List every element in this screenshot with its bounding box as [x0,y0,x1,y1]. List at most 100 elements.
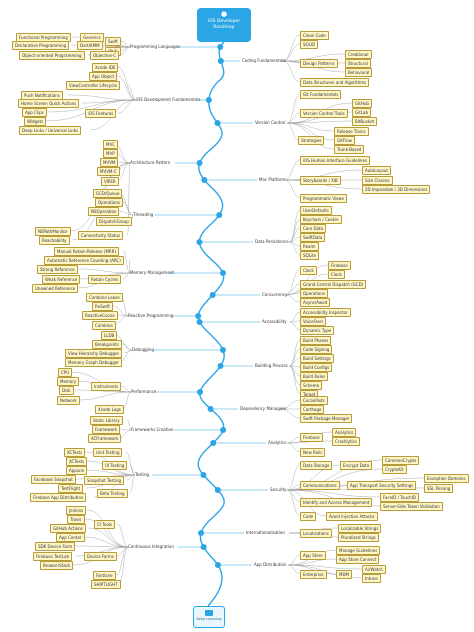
leaf-box[interactable]: RxSwift [92,302,113,311]
leaf-box[interactable]: Connectivity Status [78,231,124,240]
leaf-box[interactable]: MVC [103,140,118,149]
leaf-box[interactable]: CommonCrypto [382,456,420,465]
topic-frameworks[interactable]: Frameworks Creation [131,427,174,432]
topic-threading[interactable]: Threading [133,212,154,217]
leaf-box[interactable]: BrowserStack [40,561,74,570]
leaf-box[interactable]: ReactiveCocoa [82,311,118,320]
leaf-box[interactable]: iOS Human Interface Guidelines [300,156,370,165]
leaf-box[interactable]: GitFlow [334,136,355,145]
leaf-box[interactable]: MVVM [100,158,119,167]
leaf-box[interactable]: CPU [58,368,73,377]
topic-performance[interactable]: Performance [131,389,157,394]
leaf-box[interactable]: LLDB [101,331,118,340]
spine-node-version-control[interactable] [214,119,221,126]
leaf-box[interactable]: AutoLayout [362,166,391,175]
topic-concurrency[interactable]: Concurrency [262,292,288,297]
leaf-box[interactable]: Objective-C [90,51,120,60]
leaf-box[interactable]: Creational [345,50,372,59]
leaf-box[interactable]: Code [300,512,317,521]
spine-node-coding-fund[interactable] [217,57,224,64]
leaf-box[interactable]: Reachability [39,236,70,245]
leaf-box[interactable]: Deep Links / Universal Links [19,126,82,135]
spine-node-mac-platform[interactable] [201,176,208,183]
leaf-box[interactable]: Build Phases [300,336,332,345]
leaf-box[interactable]: SDK Device Farm [35,542,76,551]
leaf-box[interactable]: Unit Testing [93,448,123,457]
leaf-box[interactable]: Instruments [91,382,122,391]
leaf-box[interactable]: Clock [328,270,345,279]
topic-mac-platform[interactable]: Mac Platform [259,177,286,182]
spine-node-ci[interactable] [200,543,207,550]
leaf-box[interactable]: Firebase [328,261,351,270]
leaf-box[interactable]: Weak Reference [42,275,81,284]
leaf-box[interactable]: Firebase TestLab [33,552,73,561]
leaf-box[interactable]: Manage Guidelines [336,546,381,555]
leaf-box[interactable]: Memory [57,377,80,386]
leaf-box[interactable]: Storyboards / XIB [300,176,341,185]
leaf-box[interactable]: iOS Features [85,109,117,118]
leaf-box[interactable]: Pluralized Strings [338,533,379,542]
leaf-box[interactable]: Async/Await [300,298,331,307]
leaf-box[interactable]: Widgets [24,117,47,126]
spine-node-data-persistence[interactable] [196,238,203,245]
leaf-box[interactable]: Exception Domains [424,474,469,483]
leaf-box[interactable]: Dynamic Type [300,326,335,335]
leaf-box[interactable]: Code Signing [300,345,333,354]
spine-node-performance[interactable] [197,388,204,395]
leaf-box[interactable]: Travis [67,515,85,524]
leaf-box[interactable]: CryptoKit [382,465,407,474]
leaf-box[interactable]: Encrypt Data [340,461,373,470]
leaf-box[interactable]: Device Farms [84,552,117,561]
leaf-box[interactable]: Static Library [90,416,123,425]
leaf-box[interactable]: Version Control Tools [300,109,348,118]
leaf-box[interactable]: Carthage [300,405,325,414]
spine-node-app-dist[interactable] [214,561,221,568]
leaf-box[interactable]: Beta Testing [97,489,128,498]
leaf-box[interactable]: Combine Lease [86,293,123,302]
leaf-box[interactable]: MVVM-C [97,167,120,176]
leaf-box[interactable]: Operations [95,198,123,207]
topic-build-process[interactable]: Building Process [255,363,288,368]
topic-reactive[interactable]: Reactive Programming [128,313,174,318]
topic-coding-fund[interactable]: Coding Fundamentals [242,58,286,63]
leaf-box[interactable]: New Relic [300,448,326,457]
leaf-box[interactable]: Trunk-Based [334,145,365,154]
spine-node-threading[interactable] [216,211,223,218]
leaf-box[interactable]: Dart/KMM [77,41,103,50]
leaf-box[interactable]: Localizations [300,529,332,538]
leaf-box[interactable]: Breakpoints [92,340,122,349]
leaf-box[interactable]: Design Patterns [300,59,338,68]
leaf-box[interactable]: XCTests [64,448,86,457]
leaf-box[interactable]: Snapshot Testing [84,476,125,485]
leaf-box[interactable]: FaceID / TouchID [380,493,419,502]
leaf-box[interactable]: Analytics [332,428,357,437]
spine-node-dependency[interactable] [207,405,214,412]
spine-node-accessibility[interactable] [196,318,203,325]
leaf-box[interactable]: Operations [300,289,328,298]
topic-data-persistence[interactable]: Data Persistence [255,239,289,244]
leaf-box[interactable]: VoiceOver [300,317,327,326]
leaf-box[interactable]: Facebook Snapshot [31,475,76,484]
leaf-box[interactable]: NSPathMonitor [35,227,71,236]
leaf-box[interactable]: GitLab [352,108,371,117]
spine-node-analytics[interactable] [210,439,217,446]
leaf-box[interactable]: App Transport Security Settings [347,481,417,490]
leaf-box[interactable]: Enterprise [300,570,327,579]
leaf-box[interactable]: Appium [66,466,88,475]
leaf-box[interactable]: Crashlytics [332,437,360,446]
leaf-box[interactable]: NSOperation [88,207,120,216]
leaf-box[interactable]: Memory Graph Debugger [65,358,122,367]
topic-memory-mgmt[interactable]: Memory Management [130,270,174,275]
leaf-box[interactable]: Behavioral [345,68,373,77]
leaf-box[interactable]: SHIPTLIGHT [91,580,121,589]
leaf-box[interactable]: Fastlane [93,571,116,580]
spine-node-internationalization[interactable] [197,529,204,536]
spine-node-security[interactable] [214,486,221,493]
leaf-box[interactable]: Keychain / Cookie [300,215,342,224]
spine-node-testing[interactable] [200,471,207,478]
leaf-box[interactable]: Git Fundamentals [300,90,342,99]
leaf-box[interactable]: Core Data [300,224,327,233]
leaf-box[interactable]: Firebase [300,433,323,442]
leaf-box[interactable]: AirWatch [362,565,386,574]
topic-version-control[interactable]: Version Control [255,120,286,125]
